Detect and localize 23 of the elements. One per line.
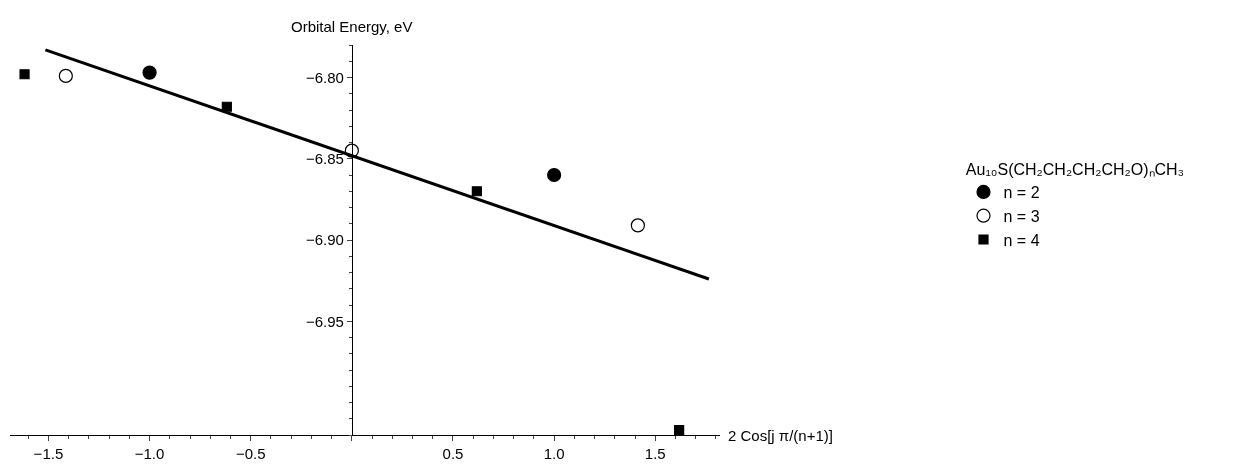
y-axis-title: Orbital Energy, eV [291,18,413,35]
x-tick-label: 0.5 [442,445,464,462]
point [471,186,482,197]
y-tick-label: −6.80 [305,68,344,86]
point [630,218,645,233]
x-tick-label: −1.5 [33,445,64,462]
legend-label: n = 4 [1003,231,1040,249]
x-tick-label: 1.5 [644,445,666,462]
x-tick-label: 1.0 [543,445,565,462]
point [142,65,157,80]
point [58,68,73,83]
legend-label: n = 3 [1003,207,1040,225]
point [19,69,30,80]
x-tick-label: −1.0 [134,445,165,462]
legend-label: n = 2 [1003,184,1040,202]
point [547,167,562,183]
y-tick-label: −6.90 [305,231,344,249]
x-tick-label: −0.5 [235,445,266,462]
y-tick-label: −6.85 [305,150,344,167]
y-tick-label: −6.95 [305,312,344,330]
point [674,425,685,435]
x-axis-title: 2 Cos[j π/(n+1)] [728,427,833,444]
legend-title: Au₁₀S(CH₂CH₂CH₂CH₂O)ₙCH₃ [965,161,1185,178]
